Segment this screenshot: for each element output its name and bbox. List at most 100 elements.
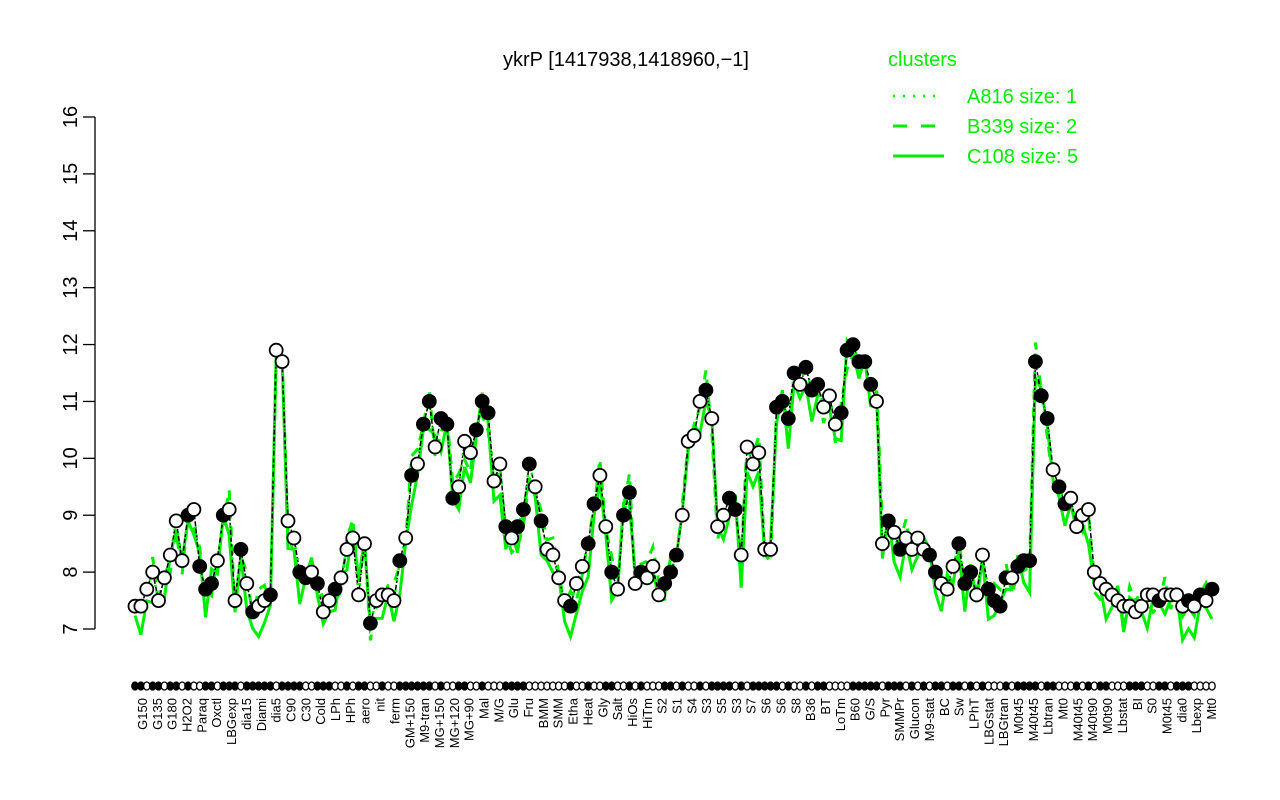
data-point <box>227 593 243 608</box>
data-point <box>327 581 343 597</box>
y-tick-label: 11 <box>60 391 82 412</box>
x-tick-label: MG+120 <box>447 698 462 748</box>
x-tick-label: M9-stat <box>922 698 937 742</box>
data-point <box>822 388 837 404</box>
x-tick-label: Gly <box>595 698 610 718</box>
y-tick-label: 10 <box>60 447 82 469</box>
x-tick-label: C90 <box>284 698 299 722</box>
data-point <box>221 502 237 517</box>
x-tick-label: M9-tran <box>417 698 432 743</box>
data-point <box>162 547 178 563</box>
legend-entry-c108: C108 size: 5 <box>967 146 1078 168</box>
x-tick-label: LBGtran <box>996 698 1011 746</box>
x-tick-label: HPh <box>343 698 358 723</box>
x-tick-label: BT <box>818 698 833 715</box>
x-tick-label: M40t45 <box>1070 698 1085 741</box>
data-point <box>1063 490 1079 506</box>
x-tick-label: Glucon <box>907 698 922 739</box>
data-point <box>1081 502 1096 517</box>
x-tick-labels: G150 G135 G180 H2O2 Paraq Oxctl LBGexp dia15 Dia… <box>135 697 1219 748</box>
legend-entry-a816: A816 size: 1 <box>967 86 1077 108</box>
x-tick-label: M40t90 <box>1085 698 1100 741</box>
y-tick-label: 14 <box>60 220 82 242</box>
data-point <box>474 393 490 409</box>
x-tick-label: LBGstat <box>981 698 996 745</box>
y-tick-label: 15 <box>60 163 82 185</box>
x-tick-label: M0t45 <box>1160 698 1175 734</box>
x-tick-label: Lbtran <box>1041 698 1056 735</box>
data-point <box>551 570 567 586</box>
data-point <box>869 393 884 409</box>
x-tick-label: Etha <box>566 697 581 725</box>
x-tick-label: dia5 <box>269 698 284 723</box>
legend-entry-b339: B339 size: 2 <box>967 116 1077 138</box>
x-tick-label: S6 <box>759 698 774 714</box>
y-tick-label: 16 <box>60 106 82 128</box>
data-point <box>468 422 484 438</box>
data-point <box>592 467 608 483</box>
data-point <box>875 536 890 552</box>
data-point <box>816 399 831 415</box>
data-point <box>674 507 690 523</box>
x-tick-label: Sw <box>952 697 967 716</box>
data-point <box>1022 553 1037 569</box>
data-point <box>692 393 708 409</box>
data-point <box>386 593 402 608</box>
data-point <box>168 513 184 529</box>
data-point <box>427 439 443 455</box>
x-tick-label: dia15 <box>239 698 254 730</box>
data-point <box>622 485 637 500</box>
data-point <box>704 411 720 426</box>
data-point <box>763 542 778 557</box>
x-tick-label: C30 <box>298 698 313 722</box>
data-point <box>527 479 543 495</box>
data-point <box>262 587 278 603</box>
data-point <box>886 524 902 540</box>
data-point <box>739 439 755 455</box>
x-tick-label: LPh <box>328 698 343 721</box>
data-point <box>410 456 425 472</box>
x-tick-label: Fru <box>521 698 536 718</box>
data-point <box>745 456 761 472</box>
x-tick-label: ferm <box>387 698 402 724</box>
data-point <box>521 456 537 472</box>
data-point <box>362 615 378 631</box>
data-point <box>345 530 361 546</box>
data-point <box>510 519 525 534</box>
data-point <box>969 587 984 603</box>
data-point <box>616 507 631 523</box>
legend: clusters A816 size: 1 B339 size: 2 C108 … <box>888 49 1078 168</box>
data-point <box>963 564 979 580</box>
x-tick-label: Mt0 <box>1204 698 1219 720</box>
x-tick-label: BMM <box>536 698 551 728</box>
x-tick-label: M40t45 <box>1026 698 1041 741</box>
data-point <box>716 507 731 523</box>
y-tick-label: 7 <box>60 623 82 634</box>
x-tick-label: S8 <box>788 698 803 714</box>
data-point <box>610 581 625 597</box>
x-tick-label: HiOs <box>625 698 640 727</box>
data-point <box>204 576 219 591</box>
cluster-b339-line <box>133 342 1214 641</box>
data-point <box>321 593 337 608</box>
x-tick-label: S1 <box>670 698 685 714</box>
data-point <box>304 564 320 580</box>
data-point <box>645 559 661 574</box>
data-point <box>351 587 367 603</box>
data-point <box>686 428 702 444</box>
x-tick-label: S0 <box>1145 698 1160 714</box>
x-tick-label: G/S <box>863 698 878 721</box>
data-point <box>598 519 614 534</box>
x-tick-label: S5 <box>714 698 729 714</box>
data-point <box>415 416 431 432</box>
data-point <box>492 456 508 472</box>
x-tick-label: G180 <box>165 698 180 730</box>
x-tick-label: LBGexp <box>224 698 239 745</box>
x-tick-label: BI <box>1130 698 1145 710</box>
y-tick-label: 13 <box>60 277 82 299</box>
data-point <box>751 445 767 461</box>
data-point <box>1069 519 1084 534</box>
data-point <box>445 490 461 506</box>
data-point <box>698 382 714 398</box>
